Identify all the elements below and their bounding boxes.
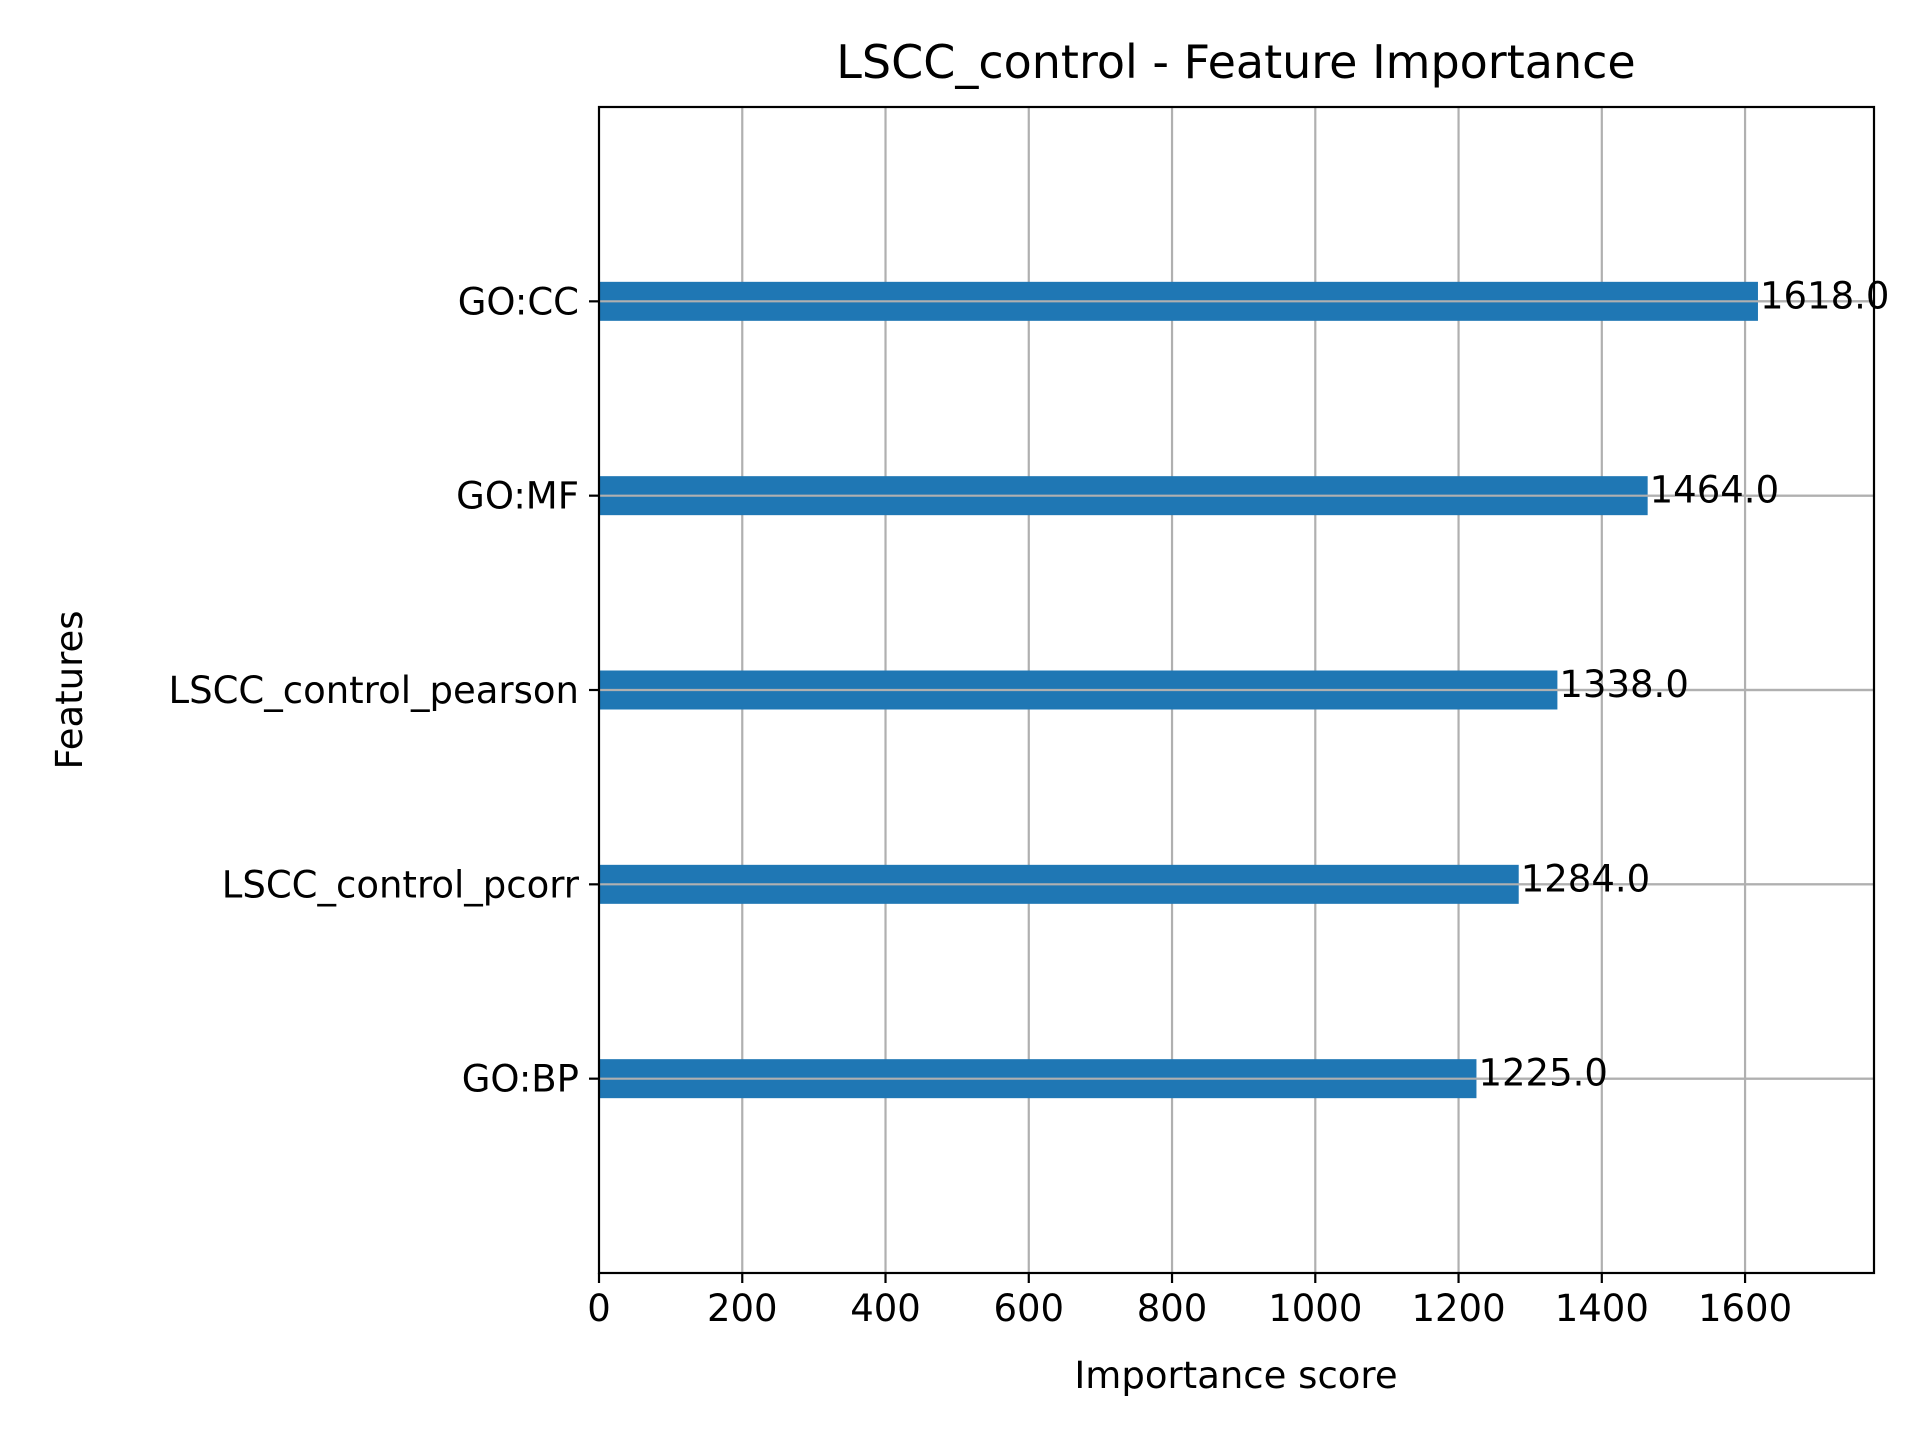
y-tick-label: GO:CC — [458, 280, 579, 323]
y-tick-label: LSCC_control_pearson — [168, 669, 579, 712]
y-ticks: GO:BP LSCC_control_pcorr LSCC_control_pear… — [168, 280, 599, 1101]
data-label: 1338.0 — [1559, 663, 1688, 706]
x-tick-label: 1400 — [1555, 1287, 1649, 1330]
x-tick-label: 600 — [993, 1287, 1064, 1330]
x-tick-label: 800 — [1137, 1287, 1208, 1330]
y-tick-label: GO:BP — [462, 1058, 579, 1101]
y-axis-label: Features — [48, 610, 91, 769]
x-ticks: 0 200 400 600 800 1000 1200 1400 1600 — [587, 1273, 1792, 1330]
x-tick-label: 0 — [587, 1287, 611, 1330]
x-tick-label: 1200 — [1411, 1287, 1505, 1330]
data-label: 1284.0 — [1521, 857, 1650, 900]
bar-gridline-overlay — [599, 300, 1874, 1080]
y-tick-label: LSCC_control_pcorr — [222, 863, 580, 906]
data-labels: 1225.0 1284.0 1338.0 1464.0 1618.0 — [1478, 274, 1889, 1094]
chart-title: LSCC_control - Feature Importance — [836, 35, 1635, 89]
data-label: 1618.0 — [1760, 274, 1889, 317]
data-label: 1464.0 — [1650, 469, 1779, 512]
x-tick-label: 200 — [707, 1287, 778, 1330]
data-label: 1225.0 — [1478, 1052, 1607, 1095]
x-tick-label: 400 — [850, 1287, 921, 1330]
y-tick-label: GO:MF — [456, 475, 579, 518]
x-tick-label: 1600 — [1698, 1287, 1792, 1330]
x-axis-label: Importance score — [1074, 1354, 1397, 1397]
x-tick-label: 1000 — [1268, 1287, 1362, 1330]
